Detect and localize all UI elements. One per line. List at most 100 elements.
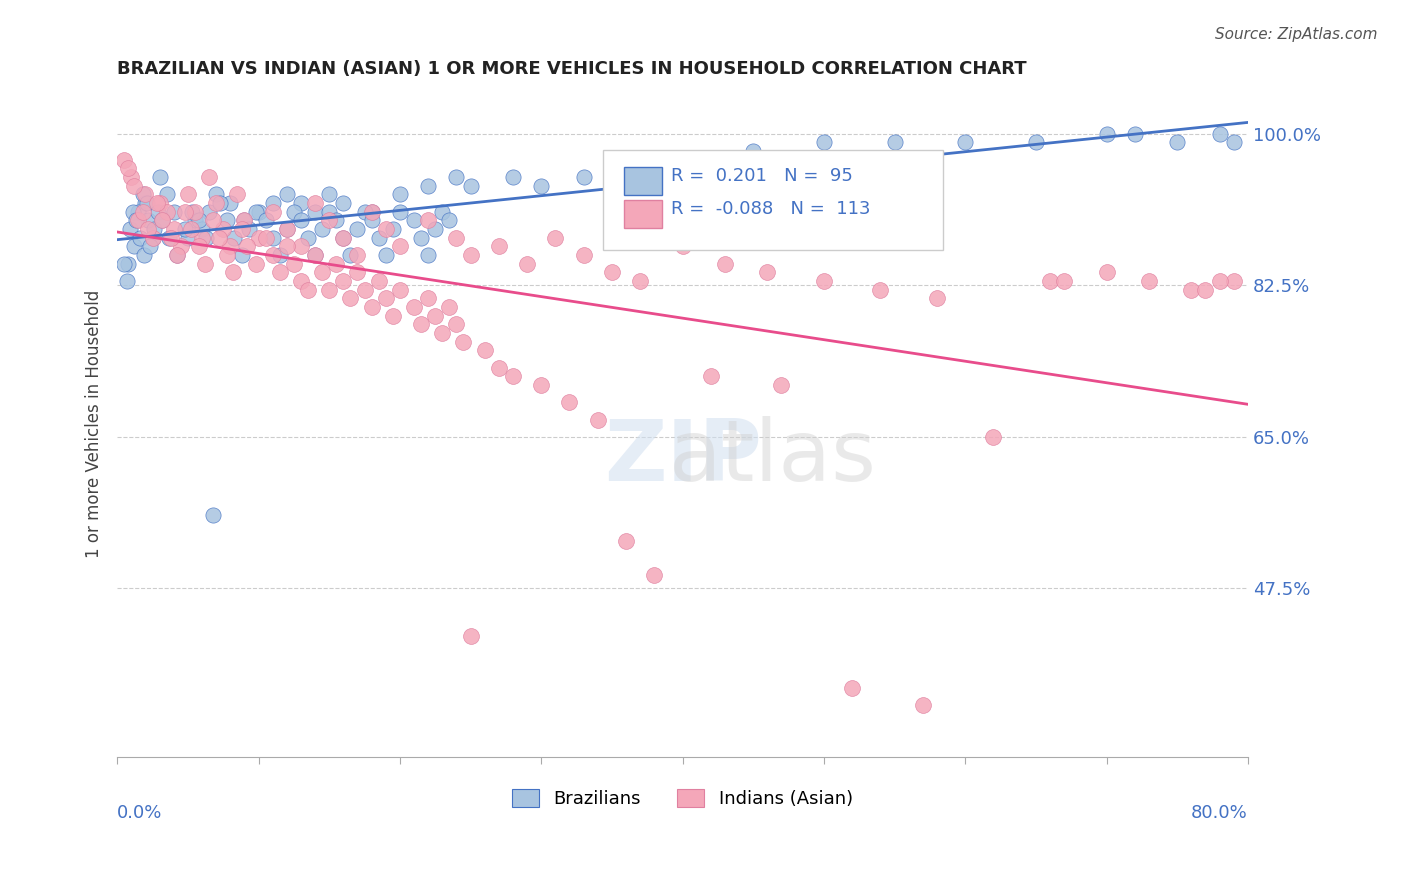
Point: [614, 161, 637, 176]
Text: R =  -0.088   N =  113: R = -0.088 N = 113: [671, 201, 870, 219]
Point: [671, 153, 693, 167]
Text: Source: ZipAtlas.com: Source: ZipAtlas.com: [1215, 27, 1378, 42]
Point: [367, 230, 389, 244]
Point: [297, 230, 319, 244]
Point: [643, 568, 665, 582]
Point: [122, 178, 145, 193]
Point: [416, 213, 439, 227]
Point: [460, 248, 482, 262]
Point: [219, 239, 242, 253]
Point: [318, 204, 340, 219]
Point: [254, 230, 277, 244]
Point: [346, 265, 368, 279]
Point: [238, 222, 260, 236]
Point: [236, 239, 259, 253]
Point: [120, 169, 142, 184]
Point: [181, 204, 204, 219]
Point: [353, 204, 375, 219]
Point: [714, 256, 737, 270]
Point: [159, 230, 181, 244]
Point: [152, 213, 174, 227]
Point: [194, 256, 217, 270]
Point: [112, 256, 135, 270]
FancyBboxPatch shape: [603, 151, 942, 251]
FancyBboxPatch shape: [624, 201, 662, 228]
Point: [247, 204, 270, 219]
Point: [136, 213, 159, 227]
Point: [188, 213, 211, 227]
Point: [276, 222, 298, 236]
Point: [269, 265, 291, 279]
Point: [416, 178, 439, 193]
Point: [170, 239, 193, 253]
Point: [586, 412, 609, 426]
Point: [136, 222, 159, 236]
Point: [254, 213, 277, 227]
Point: [374, 291, 396, 305]
Point: [416, 291, 439, 305]
Point: [502, 169, 524, 184]
Point: [198, 169, 221, 184]
Point: [869, 283, 891, 297]
Point: [163, 204, 186, 219]
Point: [572, 248, 595, 262]
Point: [135, 195, 157, 210]
Point: [439, 213, 461, 227]
Point: [283, 256, 305, 270]
Point: [184, 213, 207, 227]
Point: [325, 256, 347, 270]
Point: [402, 300, 425, 314]
Point: [474, 343, 496, 358]
Point: [166, 248, 188, 262]
Point: [122, 239, 145, 253]
Point: [262, 195, 284, 210]
Point: [152, 213, 174, 227]
Point: [297, 283, 319, 297]
Point: [770, 377, 793, 392]
Point: [290, 195, 312, 210]
Point: [332, 274, 354, 288]
Point: [142, 222, 165, 236]
Point: [360, 204, 382, 219]
Point: [374, 222, 396, 236]
Point: [318, 187, 340, 202]
Point: [756, 265, 779, 279]
Point: [247, 230, 270, 244]
Point: [245, 204, 267, 219]
Point: [374, 248, 396, 262]
Point: [983, 430, 1005, 444]
Point: [177, 187, 200, 202]
Point: [439, 300, 461, 314]
Point: [1095, 127, 1118, 141]
Point: [530, 178, 553, 193]
Point: [1194, 283, 1216, 297]
Point: [149, 195, 172, 210]
Point: [174, 204, 197, 219]
Point: [1025, 135, 1047, 149]
Point: [409, 230, 432, 244]
Point: [360, 300, 382, 314]
Point: [217, 213, 239, 227]
Point: [304, 195, 326, 210]
Point: [572, 169, 595, 184]
Point: [353, 283, 375, 297]
Point: [432, 326, 454, 340]
Point: [346, 222, 368, 236]
Point: [191, 230, 214, 244]
Point: [231, 248, 253, 262]
Point: [156, 187, 179, 202]
Point: [262, 204, 284, 219]
Point: [339, 291, 361, 305]
Point: [332, 230, 354, 244]
Point: [446, 230, 468, 244]
Point: [188, 239, 211, 253]
Point: [911, 698, 934, 713]
Point: [600, 265, 623, 279]
Point: [453, 334, 475, 349]
Text: ZIP: ZIP: [603, 416, 762, 499]
Point: [146, 204, 169, 219]
Point: [174, 222, 197, 236]
Point: [156, 204, 179, 219]
Point: [460, 178, 482, 193]
Legend: Brazilians, Indians (Asian): Brazilians, Indians (Asian): [505, 781, 860, 815]
